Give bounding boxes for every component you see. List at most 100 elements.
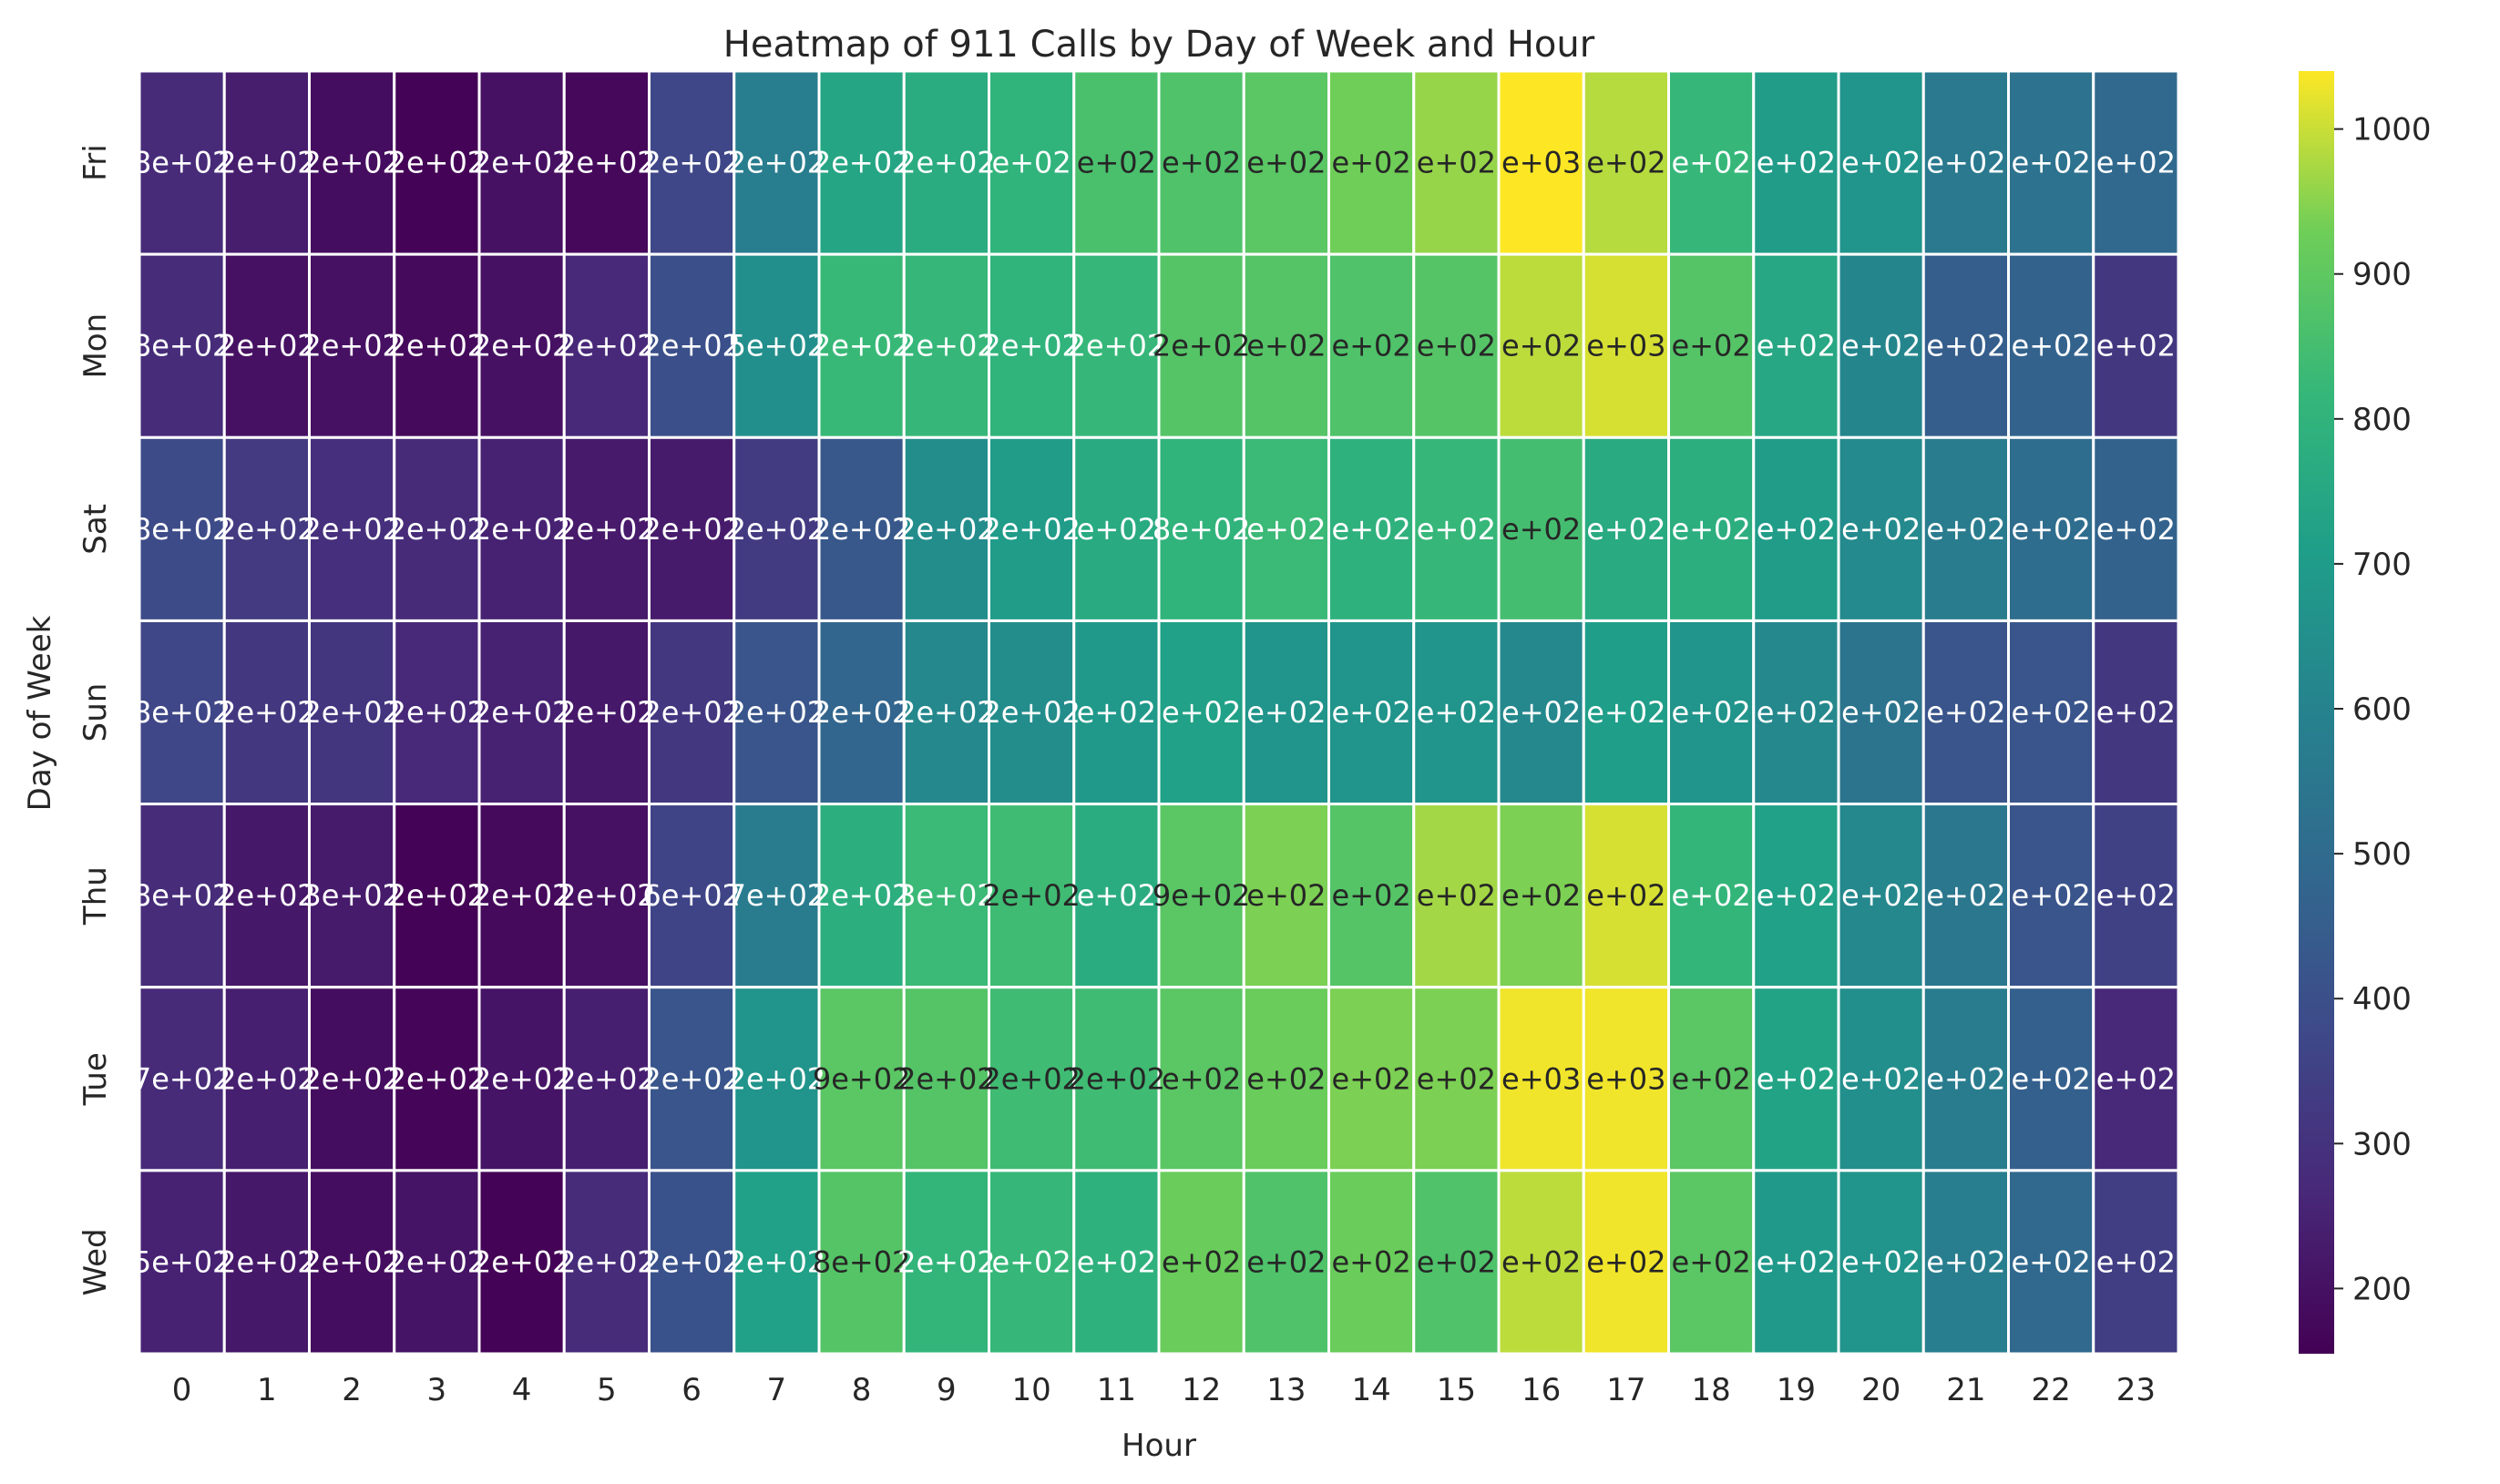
colorbar-ticks: 200 300 400 500 600 700 800 900 1000 (2334, 112, 2432, 1307)
heatmap-cell (817, 619, 906, 806)
cell-value-label: e+02 (1332, 329, 1411, 363)
heatmap-cell (902, 619, 990, 806)
heatmap-cell (393, 619, 481, 806)
cell-value-label: 2e+02 (388, 695, 487, 730)
x-tick-label: 13 (1266, 1372, 1306, 1408)
cell-value-label: e+02 (1757, 329, 1836, 363)
cell-value-label: 8e+02 (1153, 512, 1251, 547)
heatmap-cell (1242, 986, 1330, 1172)
heatmap-cell (1667, 69, 1756, 256)
cell-value-label: e+02 (1246, 695, 1326, 730)
heatmap-cell (1412, 69, 1501, 256)
x-tick-label: 1 (257, 1372, 277, 1408)
heatmap-cell (1412, 1169, 1501, 1356)
cell-value-label: 2e+02 (473, 1244, 571, 1279)
heatmap-cell (1921, 69, 2010, 256)
cell-value-label: e+02 (1246, 878, 1326, 913)
cell-value-label: e+02 (1757, 1061, 1836, 1096)
heatmap-cell (648, 1169, 736, 1356)
cell-value-label: 2e+02 (302, 1061, 401, 1096)
heatmap-cell (1667, 435, 1756, 622)
heatmap-cell (222, 803, 311, 989)
colorbar-tick-label: 800 (2352, 402, 2412, 438)
cell-value-label: e+02 (2012, 1244, 2091, 1279)
x-tick-label: 16 (1522, 1372, 1561, 1408)
cell-value-label: e+02 (1841, 1061, 1921, 1096)
heatmap-cell (1921, 252, 2010, 439)
x-tick-label: 11 (1097, 1372, 1136, 1408)
cell-value-label: 2e+02 (558, 1244, 656, 1279)
heatmap-cell (477, 252, 566, 439)
heatmap-cell (2092, 252, 2180, 439)
cell-value-label: 9e+02 (1153, 878, 1251, 913)
cell-value-label: e+02 (1926, 329, 2005, 363)
cell-value-label: 2e+02 (302, 1244, 401, 1279)
x-tick-label: 17 (1606, 1372, 1645, 1408)
heatmap-cell (1497, 69, 1585, 256)
cell-value-label: e+02 (2012, 695, 2091, 730)
cell-value-label: 2e+02 (642, 329, 741, 363)
cell-value-label: 8e+02 (133, 512, 231, 547)
cell-value-label: 2e+02 (897, 512, 996, 547)
heatmap-cell (1752, 1169, 1840, 1356)
cell-value-label: e+02 (2012, 878, 2091, 913)
cell-value-label: e+02 (1417, 878, 1496, 913)
cell-value-label: e+02 (1672, 146, 1751, 180)
y-tick-label: Mon (77, 313, 114, 379)
cell-value-label: e+02 (2096, 512, 2176, 547)
y-axis-label: Day of Week (22, 615, 58, 811)
heatmap-cell (138, 619, 226, 806)
heatmap-cell (1837, 435, 1925, 622)
heatmap-cell (1327, 252, 1416, 439)
cell-value-label: 7e+02 (728, 878, 826, 913)
cell-value-label: 2e+02 (388, 329, 487, 363)
heatmap-cell (733, 1169, 821, 1356)
heatmap-cell (1837, 252, 1925, 439)
cell-value-label: e+02 (1417, 512, 1496, 547)
heatmap-cell (2092, 1169, 2180, 1356)
x-tick-label: 9 (937, 1372, 957, 1408)
cell-value-label: e+02 (1332, 1061, 1411, 1096)
heatmap-cell (1667, 252, 1756, 439)
heatmap-cell (222, 619, 311, 806)
cell-value-label: e+02 (1246, 1244, 1326, 1279)
heatmap-cell (1157, 619, 1245, 806)
cell-value-label: e+02 (1332, 146, 1411, 180)
cell-value-label: e+03 (1501, 1061, 1581, 1096)
cell-value-label: 2e+02 (302, 695, 401, 730)
cell-value-label: e+02 (1841, 329, 1921, 363)
cell-value-label: 2e+02 (982, 695, 1081, 730)
heatmap-cell (1667, 1169, 1756, 1356)
heatmap-cell (1582, 435, 1670, 622)
heatmap-cell (2007, 986, 2095, 1172)
cell-value-label: 2e+02 (558, 695, 656, 730)
heatmap-cell (1157, 252, 1245, 439)
heatmap-cell (648, 803, 736, 989)
heatmap-cell (477, 435, 566, 622)
cell-value-label: e+02 (1672, 878, 1751, 913)
heatmap-cell (308, 252, 396, 439)
x-tick-label: 5 (597, 1372, 617, 1408)
cell-value-label: e+02 (1841, 878, 1921, 913)
cell-value-label: 2e+02 (473, 329, 571, 363)
cell-value-label: e+02 (1757, 512, 1836, 547)
heatmap-cell (1582, 986, 1670, 1172)
cell-value-label: e+02 (2012, 329, 2091, 363)
heatmap-cell (308, 435, 396, 622)
cell-value-label: e+03 (1501, 146, 1581, 180)
cell-value-label: e+02 (1246, 1061, 1326, 1096)
cell-value-label: e+02 (1501, 695, 1581, 730)
cell-value-label: 2e+02 (473, 1061, 571, 1096)
heatmap-cell (1072, 69, 1161, 256)
heatmap-cell (1921, 803, 2010, 989)
x-tick-label: 10 (1011, 1372, 1050, 1408)
heatmap-cell (138, 435, 226, 622)
cell-value-label: e+02 (1077, 512, 1156, 547)
heatmap-cell (393, 803, 481, 989)
heatmap-cell (1072, 1169, 1161, 1356)
cell-value-label: e+03 (1586, 329, 1665, 363)
cell-value-label: e+02 (1841, 695, 1921, 730)
cell-value-label: e+02 (2012, 146, 2091, 180)
heatmap-cell (393, 986, 481, 1172)
